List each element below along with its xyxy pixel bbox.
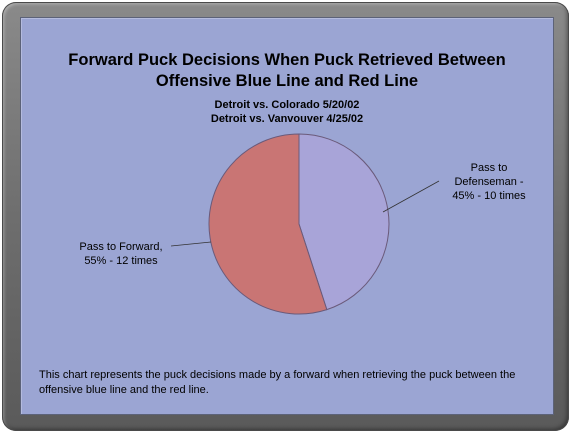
slice-label-defenseman-line-2: Defenseman - bbox=[454, 176, 524, 188]
slice-label-forward-line-1: Pass to Forward, bbox=[79, 241, 163, 253]
chart-panel: Forward Puck Decisions When Puck Retriev… bbox=[20, 17, 554, 415]
chart-caption: This chart represents the puck decisions… bbox=[39, 369, 516, 396]
leader-line-forward bbox=[170, 241, 212, 247]
pie-chart bbox=[170, 133, 440, 315]
leader-line-defenseman bbox=[382, 180, 440, 213]
chart-subtitle-line-1: Detroit vs. Colorado 5/20/02 bbox=[214, 99, 360, 111]
chart-subtitle-line-2: Detroit vs. Vanvouver 4/25/02 bbox=[210, 113, 364, 125]
slice-label-defenseman-line-1: Pass to bbox=[470, 162, 508, 174]
slice-label-forward: Pass to Forward, 55% - 12 times bbox=[51, 240, 191, 268]
slice-label-defenseman-line-3: 45% - 10 times bbox=[452, 190, 526, 202]
slice-label-defenseman: Pass to Defenseman - 45% - 10 times bbox=[434, 161, 544, 203]
slice-label-forward-line-2: 55% - 12 times bbox=[84, 255, 158, 267]
chart-title-line-2: Offensive Blue Line and Red Line bbox=[155, 72, 419, 90]
pie-slice-defenseman bbox=[298, 133, 390, 311]
pie-slice-forward bbox=[208, 133, 328, 315]
chart-title-line-1: Forward Puck Decisions When Puck Retriev… bbox=[68, 51, 506, 69]
